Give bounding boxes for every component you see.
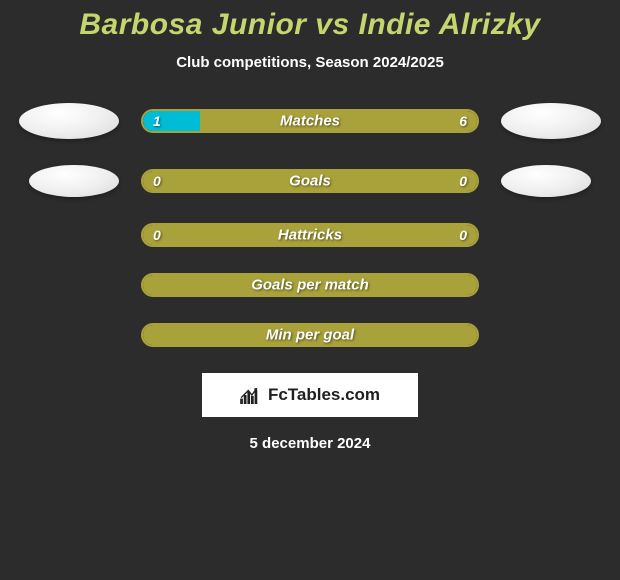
stat-label: Matches [143,113,477,130]
stat-row: Min per goal [0,323,620,347]
stat-value-right: 0 [459,227,467,243]
date-label: 5 december 2024 [0,435,620,452]
player2-avatar [501,103,601,139]
stat-label: Min per goal [143,327,477,344]
stat-bar: Goals per match [141,273,479,297]
stat-row: Goals per match [0,273,620,297]
comparison-container: Barbosa Junior vs Indie Alrizky Club com… [0,0,620,452]
stat-row: 1Matches6 [0,103,620,139]
stat-row: 0Hattricks0 [0,223,620,247]
player1-avatar [19,103,119,139]
stat-bar: 1Matches6 [141,109,479,133]
stat-bar: 0Goals0 [141,169,479,193]
stat-row: 0Goals0 [0,165,620,197]
stat-value-right: 6 [459,113,467,129]
stats-rows: 1Matches60Goals00Hattricks0Goals per mat… [0,103,620,347]
fctables-icon [240,386,262,404]
logo-text: FcTables.com [268,385,380,405]
logo-box[interactable]: FcTables.com [202,373,418,417]
stat-value-right: 0 [459,173,467,189]
player2-avatar [501,165,591,197]
subtitle: Club competitions, Season 2024/2025 [0,54,620,71]
stat-bar: Min per goal [141,323,479,347]
stat-label: Goals [143,173,477,190]
stat-bar: 0Hattricks0 [141,223,479,247]
stat-label: Goals per match [143,277,477,294]
page-title: Barbosa Junior vs Indie Alrizky [0,8,620,42]
stat-label: Hattricks [143,227,477,244]
player1-avatar [29,165,119,197]
